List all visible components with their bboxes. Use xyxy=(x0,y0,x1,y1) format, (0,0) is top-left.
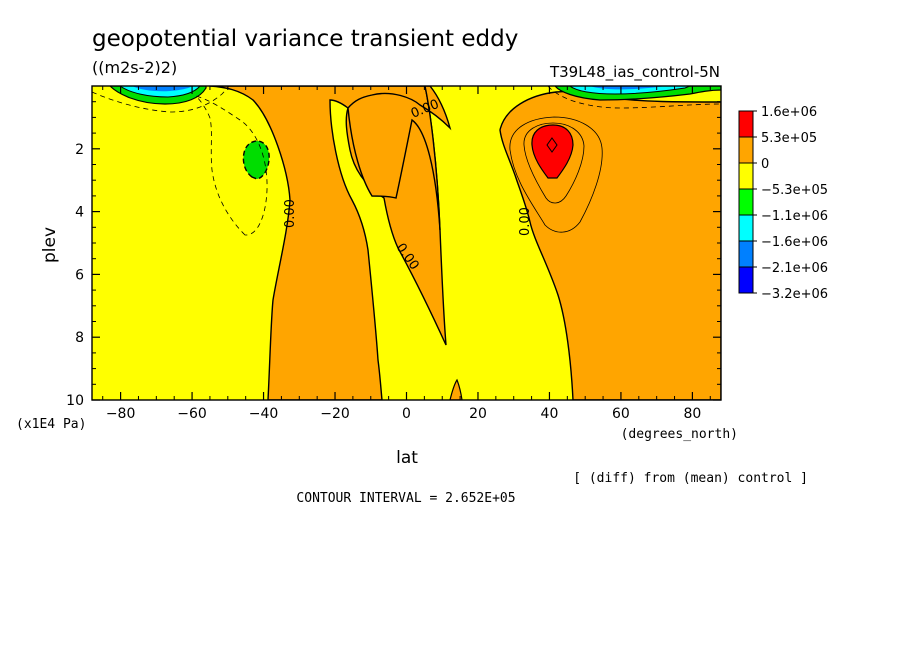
contour-right-1 xyxy=(509,116,603,233)
legend-label: 5.3e+05 xyxy=(761,131,817,146)
x-tick-label: 40 xyxy=(541,406,559,422)
x-axis-ticks: −80 −60 −40 −20 0 20 40 60 80 xyxy=(106,86,701,422)
legend-swatch xyxy=(738,214,754,242)
x-axis-label: lat xyxy=(396,448,418,468)
contour-dash-top-right xyxy=(547,86,721,109)
contour-interval: CONTOUR INTERVAL = 2.652E+05 xyxy=(296,491,515,506)
orange-bump-bottom xyxy=(449,378,463,400)
contour-dash-left xyxy=(194,95,268,236)
legend-label: 0 xyxy=(761,157,769,172)
x-tick-label: −80 xyxy=(106,406,136,422)
blue-blob-top-right xyxy=(590,86,665,90)
y-tick-label: 2 xyxy=(75,142,84,158)
red-inner-diamond xyxy=(546,137,558,153)
legend-swatch xyxy=(738,110,754,138)
x-tick-label: 0 xyxy=(402,406,411,422)
plot-area: 0.00 0.00 0.00 0.00 xyxy=(92,86,721,400)
x-tick-label: −20 xyxy=(320,406,350,422)
y-tick-label: 8 xyxy=(75,330,84,346)
y-tick-label: 4 xyxy=(75,205,84,221)
color-legend: 1.6e+06 5.3e+05 0 −5.3e+05 −1.1e+06 −1.6e+06 −… xyxy=(738,105,828,302)
y-axis-label: plev xyxy=(40,227,60,263)
x-tick-label: 20 xyxy=(469,406,487,422)
legend-swatch xyxy=(738,162,754,190)
y-tick-label: 10 xyxy=(66,393,84,409)
legend-swatch xyxy=(738,240,754,268)
x-tick-label: 80 xyxy=(683,406,701,422)
legend-swatch xyxy=(738,188,754,216)
contour-right-2 xyxy=(523,122,585,204)
x-axis-units: (degrees_north) xyxy=(621,427,738,442)
legend-label: −1.1e+06 xyxy=(761,209,828,224)
y-tick-label: 6 xyxy=(75,267,84,283)
y-axis-units: (x1E4 Pa) xyxy=(16,417,86,432)
legend-label: −2.1e+06 xyxy=(761,261,828,276)
x-tick-label: −60 xyxy=(177,406,207,422)
contour-label-right: 0.00 xyxy=(518,207,533,236)
blue-blob-top-left xyxy=(132,86,192,92)
units-label: ((m2s-2)2) xyxy=(92,58,177,77)
minor-ticks xyxy=(92,86,721,400)
x-tick-label: −40 xyxy=(249,406,279,422)
orange-region-central-b xyxy=(347,86,452,231)
contour-label-left: 0.00 xyxy=(283,199,298,228)
diff-note: [ (diff) from (mean) control ] xyxy=(573,471,808,486)
chart-title: geopotential variance transient eddy xyxy=(92,26,518,52)
y-axis-ticks: 2 4 6 8 10 xyxy=(66,142,721,409)
experiment-label: T39L48_ias_control-5N xyxy=(549,63,720,82)
legend-swatch xyxy=(738,266,754,294)
legend-label: 1.6e+06 xyxy=(761,105,817,120)
legend-label: −5.3e+05 xyxy=(761,183,828,198)
contour-dash-top-left xyxy=(92,86,230,113)
legend-swatch xyxy=(738,136,754,164)
x-tick-label: 60 xyxy=(612,406,630,422)
legend-label: −3.2e+06 xyxy=(761,287,828,302)
legend-label: −1.6e+06 xyxy=(761,235,828,250)
